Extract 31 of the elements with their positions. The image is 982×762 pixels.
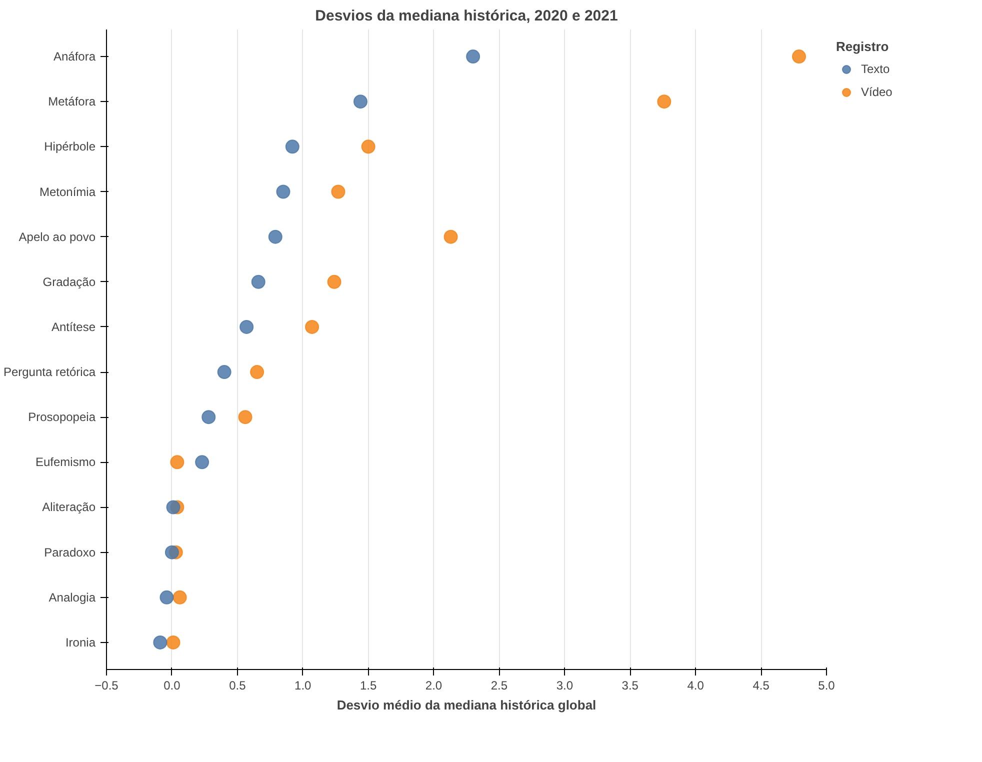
y-tick-label: Gradação [42, 274, 96, 289]
x-tick-label: 3.5 [622, 678, 639, 692]
y-tick-label: Prosopopeia [28, 410, 96, 424]
legend-label: Texto [861, 62, 890, 76]
y-tick-label: Analogia [48, 590, 96, 604]
y-tick-label: Aliteração [42, 500, 96, 514]
x-tick-label: 4.5 [752, 678, 770, 692]
x-tick-label: 1.0 [294, 678, 312, 692]
y-tick-label: Pergunta retórica [3, 365, 96, 380]
y-tick-label: Eufemismo [35, 455, 96, 470]
y-tick-label: Metáfora [48, 94, 96, 109]
x-tick-label: 1.5 [360, 678, 377, 692]
x-tick-label: 0.0 [164, 678, 181, 692]
y-tick-label: Metonímia [39, 184, 96, 199]
x-tick-label: 4.0 [687, 678, 704, 692]
x-tick-label: 2.5 [490, 678, 508, 692]
x-axis-title: Desvio médio da mediana histórica global [336, 698, 596, 712]
y-tick-label: Anáfora [53, 50, 96, 64]
x-tick-label: 5.0 [818, 678, 836, 692]
legend-title: Registro [836, 39, 890, 54]
chart-title: Desvios da mediana histórica, 2020 e 2021 [315, 8, 618, 24]
y-tick-label: Paradoxo [44, 545, 96, 560]
x-tick-label: 2.0 [425, 678, 442, 692]
legend-label: Vídeo [861, 85, 892, 99]
x-tick-label: −0.5 [94, 678, 119, 692]
x-tick-label: 0.5 [229, 678, 246, 692]
x-tick-label: 3.0 [556, 678, 574, 692]
y-tick-label: Hipérbole [44, 140, 96, 154]
y-tick-label: Ironia [65, 635, 96, 650]
y-tick-label: Apelo ao povo [18, 230, 96, 244]
y-tick-label: Antítese [51, 320, 96, 334]
